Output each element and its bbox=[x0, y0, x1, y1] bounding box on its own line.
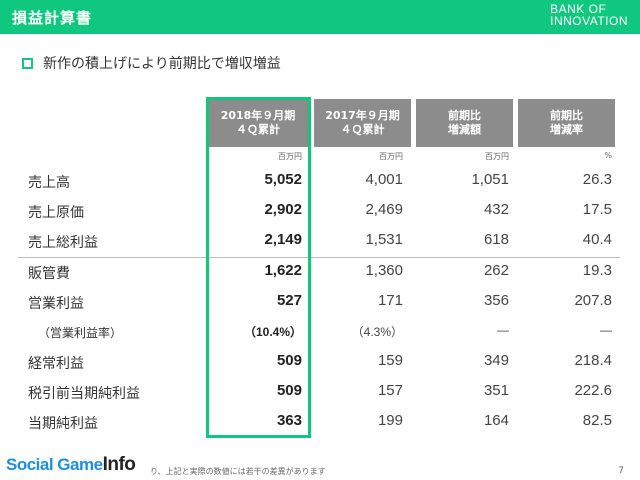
row-label: 売上原価 bbox=[28, 205, 84, 221]
table-row: 売上総利益 2,149 1,531 618 40.4 bbox=[0, 226, 640, 256]
footnote: り、上記と実際の数値には若干の差異があります bbox=[150, 467, 326, 476]
page-title: 損益計算書 bbox=[12, 9, 93, 27]
value-diff: 349 bbox=[483, 352, 509, 369]
subtitle: 新作の積上げにより前期比で増収増益 bbox=[22, 53, 281, 73]
watermark-text: Social Game bbox=[6, 455, 103, 474]
table-row: 経常利益 509 159 349 218.4 bbox=[0, 347, 640, 377]
square-bullet-icon bbox=[22, 57, 33, 69]
value-2017: 2,469 bbox=[365, 201, 403, 218]
value-2017: 1,360 bbox=[365, 262, 403, 279]
column-header-line: ４Ｑ累計 bbox=[340, 123, 385, 136]
value-rate: 26.3 bbox=[582, 171, 612, 188]
row-label: 売上総利益 bbox=[28, 235, 98, 251]
value-diff: 432 bbox=[483, 201, 509, 218]
page-number: 7 bbox=[618, 466, 624, 476]
value-rate: 40.4 bbox=[582, 231, 612, 248]
table-row: （営業利益率） （10.4%） （4.3%） — — bbox=[0, 316, 640, 346]
column-header-line: 2018年９月期 bbox=[220, 109, 296, 122]
watermark-info: Info bbox=[102, 454, 136, 475]
value-2017: 1,531 bbox=[365, 231, 403, 248]
value-rate: 222.6 bbox=[574, 382, 612, 399]
value-diff: 164 bbox=[483, 412, 509, 429]
row-label: 税引前当期純利益 bbox=[28, 386, 140, 402]
table-row: 売上高 5,052 4,001 1,051 26.3 bbox=[0, 166, 640, 196]
column-header-line: ４Ｑ累計 bbox=[236, 123, 280, 136]
column-header-diff-rate: 前期比 増減率 bbox=[518, 99, 615, 147]
value-diff: 1,051 bbox=[471, 171, 509, 188]
value-rate: 218.4 bbox=[574, 352, 612, 369]
column-header-2017: 2017年９月期 ４Ｑ累計 bbox=[314, 99, 411, 147]
value-2018: 5,052 bbox=[264, 171, 302, 188]
value-rate: 19.3 bbox=[582, 262, 612, 279]
table-row: 税引前当期純利益 509 157 351 222.6 bbox=[0, 377, 640, 407]
value-2017: 159 bbox=[377, 352, 403, 369]
column-header-2018: 2018年９月期 ４Ｑ累計 bbox=[207, 99, 309, 147]
value-diff: — bbox=[497, 323, 509, 337]
column-header-line: 増減率 bbox=[550, 123, 583, 136]
row-label: 売上高 bbox=[28, 175, 70, 191]
row-label: 営業利益 bbox=[28, 296, 84, 312]
value-rate: 17.5 bbox=[582, 201, 612, 218]
value-2018: 527 bbox=[276, 292, 302, 309]
value-2018: 2,149 bbox=[264, 231, 302, 248]
row-label: 販管費 bbox=[28, 266, 70, 282]
value-2018: 509 bbox=[276, 352, 302, 369]
table-row: 営業利益 527 171 356 207.8 bbox=[0, 287, 640, 317]
row-label: 当期純利益 bbox=[28, 416, 98, 432]
table-row: 当期純利益 363 199 164 82.5 bbox=[0, 407, 640, 437]
value-2017: 171 bbox=[377, 292, 403, 309]
value-2017: 4,001 bbox=[365, 171, 403, 188]
column-header-line: 前期比 bbox=[550, 109, 583, 122]
column-header-line: 前期比 bbox=[448, 109, 481, 122]
value-2018: 1,622 bbox=[264, 262, 302, 279]
value-diff: 618 bbox=[483, 231, 509, 248]
column-header-diff-amount: 前期比 増減額 bbox=[416, 99, 513, 147]
table-row: 販管費 1,622 1,360 262 19.3 bbox=[0, 257, 640, 287]
value-2017: 157 bbox=[377, 382, 403, 399]
value-2018: 363 bbox=[276, 412, 302, 429]
unit-label: 百万円 bbox=[379, 152, 403, 161]
value-2017: （4.3%） bbox=[351, 325, 403, 339]
unit-label: 百万円 bbox=[278, 152, 302, 161]
unit-label: % bbox=[604, 151, 612, 160]
value-2018: 509 bbox=[276, 382, 302, 399]
value-diff: 351 bbox=[483, 382, 509, 399]
value-2018: （10.4%） bbox=[243, 325, 302, 339]
value-rate: 82.5 bbox=[582, 412, 612, 429]
value-2017: 199 bbox=[377, 412, 403, 429]
column-header-line: 2017年９月期 bbox=[325, 109, 400, 122]
value-rate: 207.8 bbox=[574, 292, 612, 309]
row-separator bbox=[18, 257, 620, 258]
header-bar: 損益計算書 BANK OF INNOVATION bbox=[0, 0, 640, 34]
brand-line-1: BANK OF bbox=[550, 2, 607, 16]
row-label: （営業利益率） bbox=[38, 326, 123, 340]
row-label: 経常利益 bbox=[28, 356, 84, 372]
column-header-line: 増減額 bbox=[448, 123, 481, 136]
value-rate: — bbox=[600, 323, 612, 337]
subtitle-text: 新作の積上げにより前期比で増収増益 bbox=[43, 56, 281, 72]
brand-logo: BANK OF INNOVATION bbox=[550, 3, 628, 27]
brand-line-2: INNOVATION bbox=[550, 14, 628, 28]
unit-label: 百万円 bbox=[485, 152, 509, 161]
value-diff: 356 bbox=[483, 292, 509, 309]
value-2018: 2,902 bbox=[264, 201, 302, 218]
watermark-logo: Social GameInfo bbox=[6, 454, 136, 476]
table-row: 売上原価 2,902 2,469 432 17.5 bbox=[0, 196, 640, 226]
value-diff: 262 bbox=[483, 262, 509, 279]
